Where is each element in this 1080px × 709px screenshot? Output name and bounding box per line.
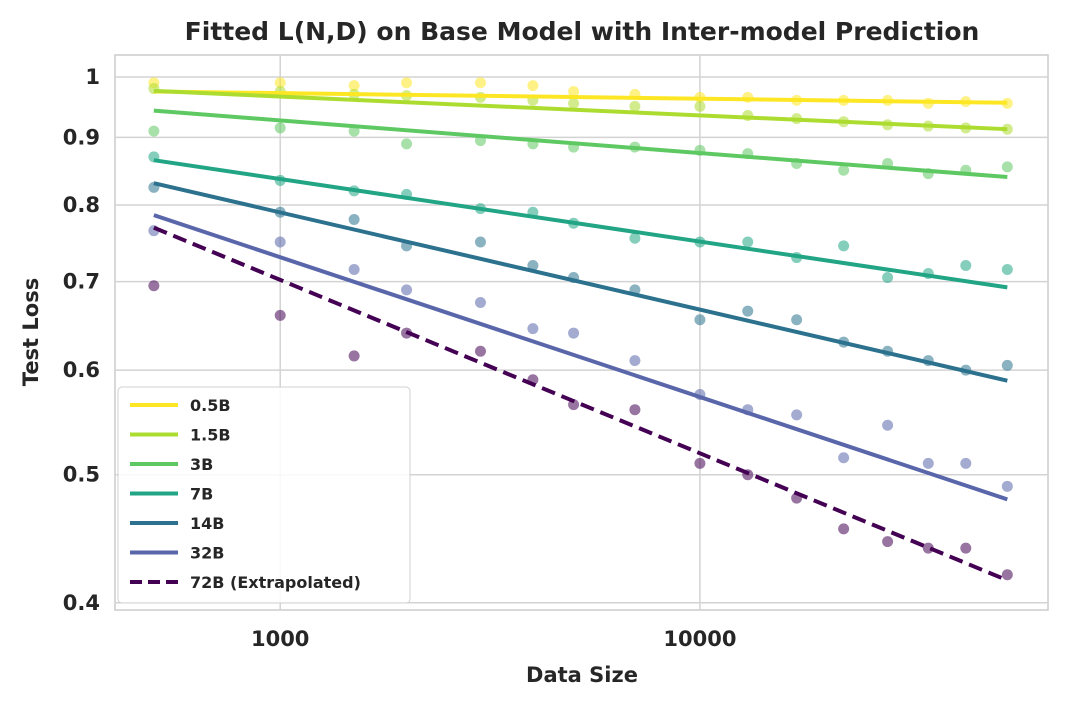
data-point	[527, 80, 539, 92]
data-point	[1001, 359, 1013, 371]
legend-label: 32B	[190, 544, 224, 563]
data-point	[838, 240, 850, 252]
data-point	[629, 100, 641, 112]
data-point	[474, 236, 486, 248]
legend-box	[117, 386, 411, 604]
chart-title: Fitted L(N,D) on Base Model with Inter-m…	[185, 17, 980, 46]
data-point	[1001, 263, 1013, 275]
data-point	[274, 122, 286, 134]
data-point	[474, 297, 486, 309]
data-point	[348, 214, 360, 226]
data-point	[474, 77, 486, 89]
data-point	[274, 77, 286, 89]
x-axis-label: Data Size	[526, 663, 638, 687]
y-tick-label: 1	[85, 65, 100, 89]
data-point	[274, 236, 286, 248]
data-point	[694, 314, 706, 326]
data-point	[401, 138, 413, 150]
legend-label: 3B	[190, 455, 213, 474]
fit-line	[153, 89, 1008, 105]
data-point	[274, 309, 286, 321]
y-tick-label: 0.8	[63, 193, 100, 217]
data-point	[882, 419, 894, 431]
data-point	[960, 457, 972, 469]
data-point	[882, 536, 894, 548]
legend-label: 1.5B	[190, 426, 231, 445]
data-point	[629, 232, 641, 244]
data-point	[568, 97, 580, 109]
data-point	[527, 323, 539, 335]
data-point	[401, 284, 413, 296]
y-tick-label: 0.7	[63, 270, 100, 294]
data-point	[1001, 161, 1013, 173]
data-point	[838, 523, 850, 535]
data-point	[742, 305, 754, 317]
data-point	[629, 355, 641, 367]
data-point	[1001, 123, 1013, 135]
legend-label: 0.5B	[190, 396, 231, 415]
data-point	[401, 77, 413, 89]
data-point	[629, 404, 641, 416]
legend: 0.5B 1.5B 3B 7B 14B 32B 72B (Extrapolated)	[117, 386, 411, 604]
data-point	[1001, 480, 1013, 492]
data-point	[1001, 569, 1013, 581]
data-point	[791, 409, 803, 421]
data-point	[348, 350, 360, 362]
fit-line	[153, 181, 1008, 383]
data-point	[742, 236, 754, 248]
legend-label: 7B	[190, 485, 213, 504]
data-point	[148, 125, 160, 137]
data-point	[474, 345, 486, 357]
data-point	[1001, 97, 1013, 109]
y-tick-label: 0.4	[63, 591, 100, 615]
data-point	[568, 327, 580, 339]
data-point	[960, 259, 972, 271]
fit-line	[153, 158, 1008, 290]
data-point	[960, 542, 972, 554]
data-point	[348, 263, 360, 275]
legend-label: 72B (Extrapolated)	[190, 573, 361, 592]
fit-line	[153, 213, 1008, 502]
data-point	[348, 80, 360, 92]
y-axis-label: Test Loss	[19, 278, 43, 386]
data-point	[922, 457, 934, 469]
y-tick-label: 0.9	[63, 125, 100, 149]
x-tick-label: 10000	[663, 627, 736, 651]
fit-lines	[153, 88, 1009, 583]
data-point	[838, 452, 850, 464]
fit-line	[153, 108, 1008, 180]
data-point	[694, 100, 706, 112]
fit-line	[153, 88, 1008, 132]
data-point	[791, 314, 803, 326]
data-point	[838, 164, 850, 176]
data-point	[568, 85, 580, 97]
x-tick-label: 1000	[251, 627, 309, 651]
data-point	[527, 259, 539, 271]
tick-labels: 1000 10000 1 0.9 0.8 0.7 0.6 0.5 0.4	[63, 65, 737, 651]
y-tick-label: 0.5	[63, 463, 100, 487]
data-point	[882, 272, 894, 284]
data-point	[148, 280, 160, 292]
data-point	[694, 457, 706, 469]
legend-label: 14B	[190, 514, 224, 533]
fit-line	[153, 225, 1009, 583]
y-tick-label: 0.6	[63, 358, 100, 382]
